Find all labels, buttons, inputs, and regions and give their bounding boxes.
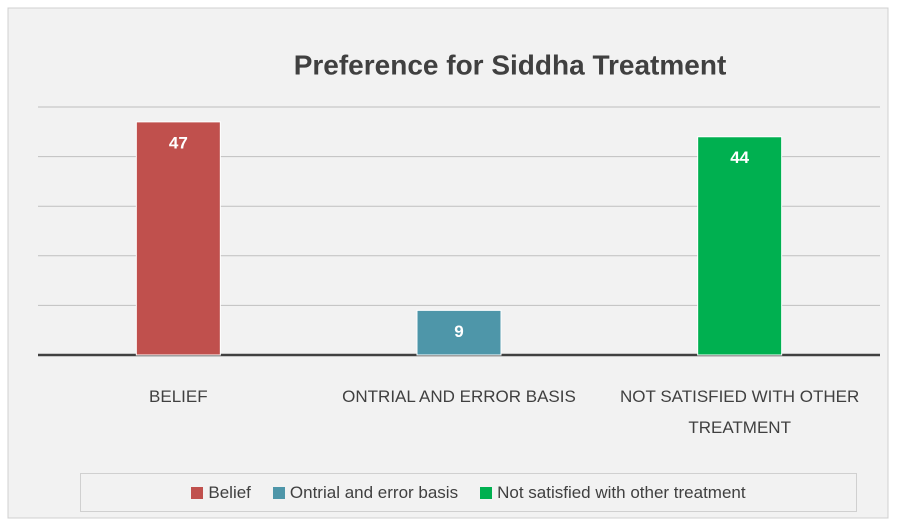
data-label: 47 <box>169 133 188 152</box>
legend-swatch <box>480 486 493 499</box>
legend-label: Ontrial and error basis <box>289 482 459 502</box>
legend-label: Belief <box>208 482 251 502</box>
legend-swatch <box>191 486 204 499</box>
chart-title: Preference for Siddha Treatment <box>294 49 727 80</box>
data-label: 44 <box>730 148 749 167</box>
legend-item: Belief <box>191 483 251 503</box>
legend-item: Ontrial and error basis <box>272 482 459 503</box>
bar <box>416 309 502 356</box>
x-tick-label: NOT SATISFIED WITH OTHER TREATMENT <box>620 387 860 437</box>
bar <box>697 136 783 356</box>
x-tick-label: ONTRIAL AND ERROR BASIS <box>342 387 576 406</box>
legend-item: Not satisfied with other treatment <box>480 483 746 503</box>
data-label: 9 <box>454 322 463 341</box>
x-tick-label: BELIEF <box>149 387 208 406</box>
legend: Belief Ontrial and error basis Not satisfi… <box>80 473 857 512</box>
bar <box>135 121 221 356</box>
legend-label: Not satisfied with other treatment <box>497 482 746 502</box>
legend-swatch <box>272 486 285 499</box>
